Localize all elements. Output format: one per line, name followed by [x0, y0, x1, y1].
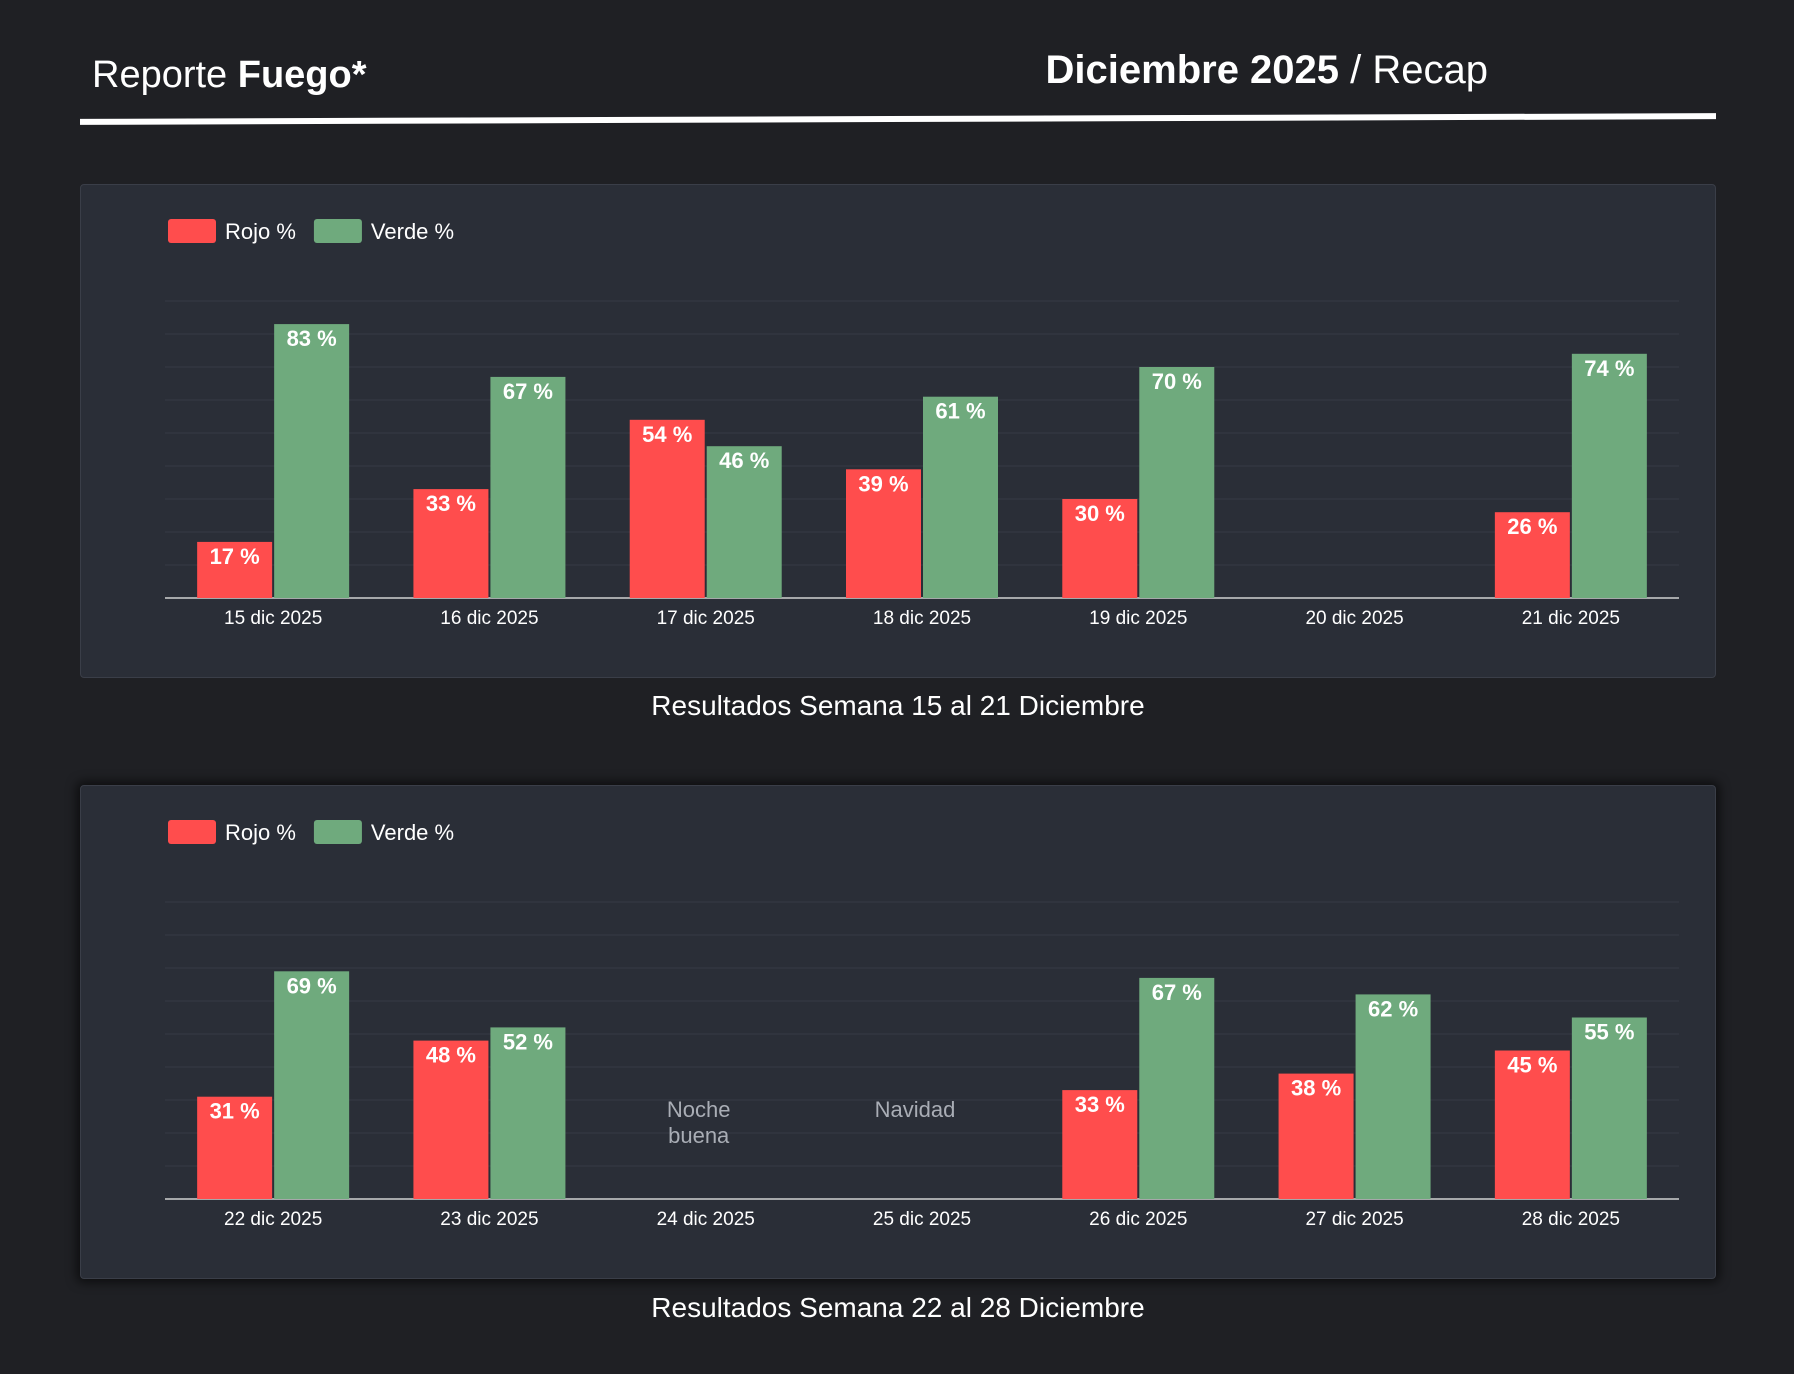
report-period: Diciembre 2025 / Recap — [1046, 48, 1488, 93]
data-label: 69 % — [287, 973, 337, 998]
bar-rojo[interactable] — [413, 1040, 489, 1199]
bar-verde[interactable] — [1571, 1017, 1647, 1200]
chart-panel-week-1: Rojo % Verde % 17 % 83 % 15 dic 2025 33 % 67 %… — [80, 184, 1716, 678]
legend-swatch-rojo[interactable] — [168, 820, 216, 844]
bar-rojo[interactable] — [413, 489, 489, 598]
data-label: 17 % — [210, 544, 260, 569]
x-tick-label: 21 dic 2025 — [1522, 608, 1620, 629]
bar-rojo[interactable] — [846, 469, 921, 598]
data-label: 52 % — [503, 1029, 553, 1054]
bar-chart-week-1: Rojo % Verde % 17 % 83 % 15 dic 2025 33 % 67 %… — [165, 219, 1679, 629]
data-label: 38 % — [1291, 1076, 1341, 1101]
report-period-light: / Recap — [1339, 48, 1488, 92]
x-tick-label: 16 dic 2025 — [440, 608, 538, 629]
bar-verde[interactable] — [706, 446, 782, 598]
x-tick-label: 19 dic 2025 — [1089, 608, 1187, 629]
data-label: 31 % — [210, 1099, 260, 1124]
annotation-label: Navidad — [875, 1097, 956, 1122]
legend-swatch-rojo[interactable] — [168, 219, 216, 243]
x-tick-label: 20 dic 2025 — [1305, 608, 1403, 629]
data-label: 70 % — [1152, 369, 1202, 394]
legend-label-rojo[interactable]: Rojo % — [225, 219, 296, 244]
chart-title-week-1: Resultados Semana 15 al 21 Diciembre — [651, 690, 1145, 721]
legend-swatch-verde[interactable] — [313, 820, 362, 844]
data-label: 39 % — [858, 471, 908, 496]
bar-rojo[interactable] — [197, 1096, 273, 1199]
bar-verde[interactable] — [1139, 367, 1215, 598]
x-tick-label: 27 dic 2025 — [1305, 1209, 1403, 1230]
x-tick-label: 25 dic 2025 — [873, 1209, 971, 1230]
bar-verde[interactable] — [1355, 994, 1431, 1199]
data-label: 55 % — [1584, 1020, 1634, 1045]
bar-verde[interactable] — [923, 396, 998, 598]
legend-label-verde[interactable]: Verde % — [371, 219, 454, 244]
legend-label-verde[interactable]: Verde % — [371, 820, 454, 845]
x-tick-label: 17 dic 2025 — [657, 608, 755, 629]
annotation-label: buena — [668, 1123, 730, 1148]
bar-rojo[interactable] — [1062, 1090, 1138, 1199]
bar-rojo[interactable] — [1494, 512, 1570, 598]
bar-verde[interactable] — [274, 971, 350, 1199]
bar-rojo[interactable] — [197, 541, 273, 598]
data-label: 33 % — [1075, 1092, 1125, 1117]
report-title-light: Reporte — [92, 54, 238, 96]
bar-verde[interactable] — [1139, 977, 1215, 1199]
data-label: 62 % — [1368, 996, 1418, 1021]
chart-panel-week-2: Rojo % Verde % 31 % 69 % 22 dic 2025 48 % 52 %… — [80, 785, 1716, 1279]
x-tick-label: 23 dic 2025 — [440, 1209, 538, 1230]
x-tick-label: 24 dic 2025 — [657, 1209, 755, 1230]
chart-title-week-2: Resultados Semana 22 al 28 Diciembre — [651, 1292, 1145, 1323]
x-tick-label: 28 dic 2025 — [1522, 1209, 1620, 1230]
data-label: 46 % — [719, 448, 769, 473]
data-label: 67 % — [503, 379, 553, 404]
bar-verde[interactable] — [490, 376, 566, 598]
legend-swatch-verde[interactable] — [313, 219, 362, 243]
data-label: 30 % — [1075, 501, 1125, 526]
x-tick-label: 22 dic 2025 — [224, 1209, 322, 1230]
bar-rojo[interactable] — [1062, 499, 1138, 598]
bar-verde[interactable] — [490, 1027, 566, 1199]
data-label: 83 % — [287, 326, 337, 351]
x-tick-label: 26 dic 2025 — [1089, 1209, 1187, 1230]
data-label: 45 % — [1507, 1053, 1557, 1078]
legend-label-rojo[interactable]: Rojo % — [225, 820, 296, 845]
data-label: 74 % — [1584, 356, 1634, 381]
bar-verde[interactable] — [1571, 353, 1647, 598]
annotation-label: Noche — [667, 1097, 731, 1122]
report-title-bold: Fuego* — [237, 54, 367, 96]
data-label: 54 % — [642, 422, 692, 447]
data-label: 61 % — [935, 399, 985, 424]
data-label: 67 % — [1152, 980, 1202, 1005]
bar-verde[interactable] — [274, 324, 350, 598]
x-tick-label: 15 dic 2025 — [224, 608, 322, 629]
bar-chart-week-2: Rojo % Verde % 31 % 69 % 22 dic 2025 48 % 52 %… — [165, 820, 1679, 1230]
data-label: 48 % — [426, 1043, 476, 1068]
bar-rojo[interactable] — [1278, 1073, 1354, 1199]
data-label: 33 % — [426, 491, 476, 516]
bar-rojo[interactable] — [629, 419, 705, 598]
data-label: 26 % — [1507, 514, 1557, 539]
report-header: Reporte Fuego* Diciembre 2025 / Recap — [80, 0, 1500, 124]
report-period-bold: Diciembre 2025 — [1045, 48, 1340, 92]
bar-rojo[interactable] — [1494, 1050, 1570, 1200]
x-tick-label: 18 dic 2025 — [873, 608, 971, 629]
report-title: Reporte Fuego* — [92, 54, 367, 97]
